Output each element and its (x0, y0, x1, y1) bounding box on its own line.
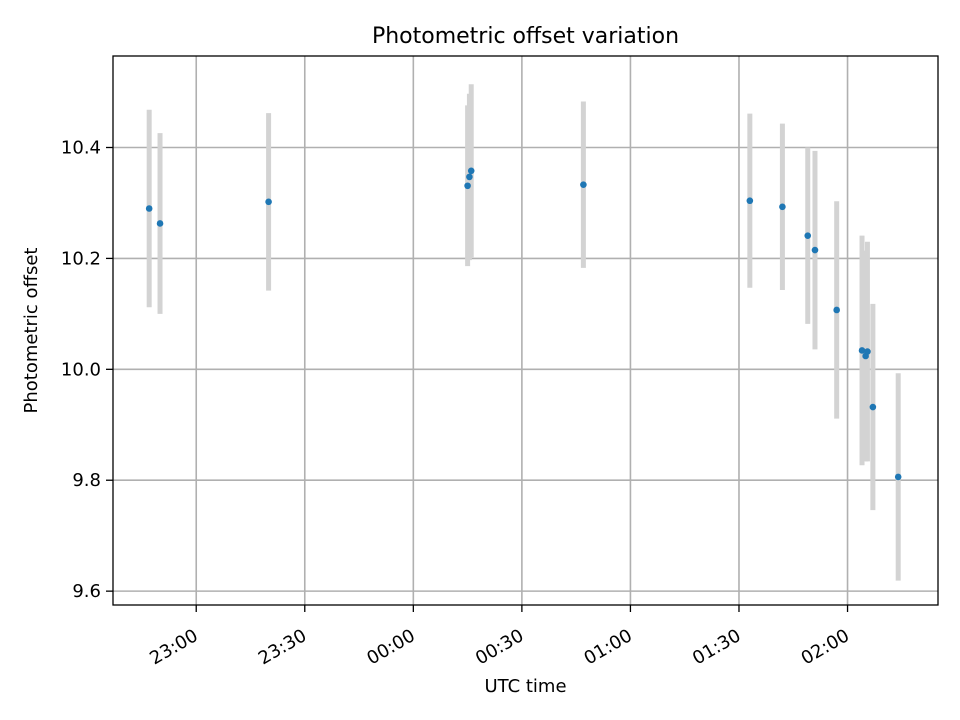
x-tick-label: 01:00 (581, 625, 636, 669)
data-point (145, 205, 153, 212)
y-tick-label: 10.0 (61, 359, 101, 380)
chart-title: Photometric offset variation (372, 24, 679, 49)
y-tick-label: 9.6 (72, 581, 101, 602)
x-tick-label: 23:30 (255, 625, 310, 669)
data-point (156, 220, 164, 227)
data-point (779, 203, 786, 211)
data-point (864, 348, 871, 355)
y-axis-label: Photometric offset (21, 248, 42, 414)
data-point (804, 232, 812, 239)
y-tick-label: 10.2 (61, 248, 101, 269)
data-point (894, 473, 902, 481)
data-point (580, 181, 587, 188)
error-bars (146, 84, 901, 581)
x-tick-label: 02:00 (798, 625, 853, 669)
data-point (464, 182, 471, 190)
x-tick-label: 23:00 (146, 625, 201, 669)
data-points (145, 167, 902, 481)
data-point (869, 403, 877, 411)
x-tick-label: 00:30 (472, 625, 527, 669)
y-tick-label: 9.8 (72, 470, 101, 491)
plot-frame (112, 55, 939, 606)
data-point (858, 347, 866, 354)
y-tick-label: 10.4 (61, 138, 101, 159)
data-point (265, 198, 272, 206)
data-point (466, 173, 473, 181)
data-point (833, 306, 840, 314)
x-tick-label: 00:00 (363, 625, 418, 669)
x-tick-label: 01:30 (689, 625, 744, 669)
grid (113, 56, 938, 605)
data-point (811, 246, 819, 254)
data-point (746, 197, 754, 205)
axis-ticks: 23:00 23:30 00:00 00:30 01:00 01:30 02:00 9.6 9.… (61, 138, 853, 670)
x-axis-label: UTC time (484, 676, 566, 697)
data-point (467, 167, 475, 175)
